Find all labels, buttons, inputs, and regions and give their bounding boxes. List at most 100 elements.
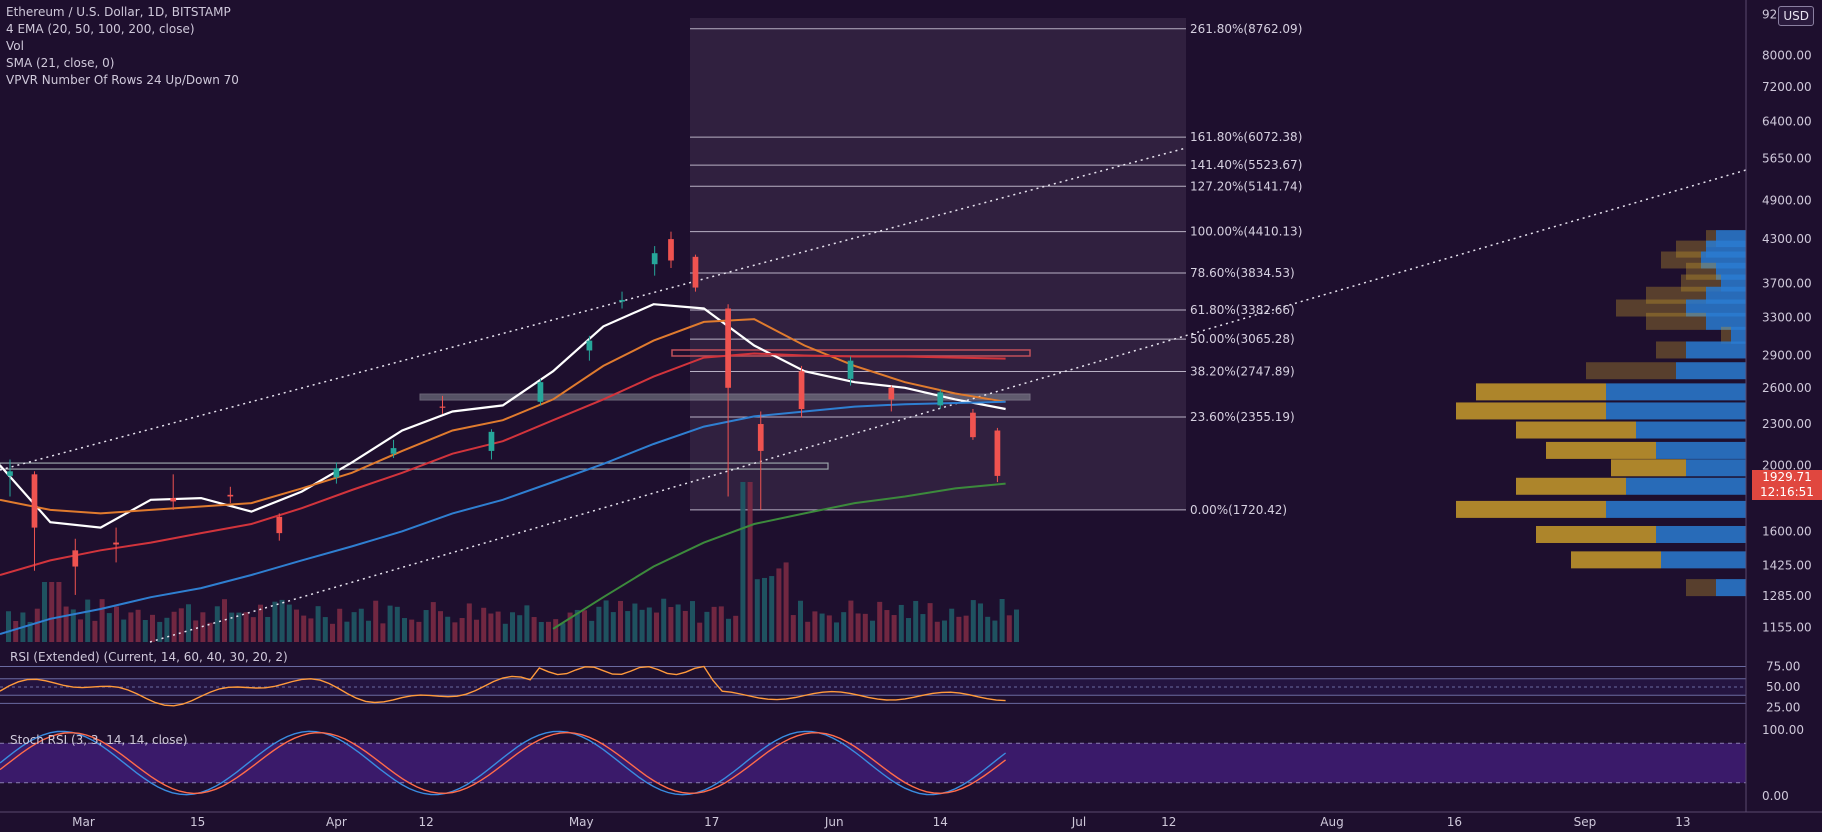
- vpvr-up-bar: [1716, 579, 1746, 597]
- volume-bar: [891, 615, 897, 642]
- vpvr-down-bar: [1456, 402, 1606, 420]
- vpvr-down-bar: [1706, 230, 1716, 248]
- volume-bar: [898, 604, 904, 642]
- time-tick: Aug: [1320, 815, 1343, 829]
- price-tick: 2900.00: [1762, 349, 1812, 363]
- volume-bar: [718, 606, 724, 642]
- volume-bar: [726, 618, 731, 642]
- time-tick: Jul: [1071, 815, 1086, 829]
- ema100-line: [0, 352, 1006, 576]
- volume-bar: [207, 622, 213, 642]
- vpvr-up-bar: [1626, 477, 1746, 495]
- stoch-d-line: [0, 731, 1007, 795]
- volume-bar: [884, 610, 890, 642]
- volume-bar: [229, 612, 235, 642]
- volume-bar: [63, 606, 69, 642]
- volume-bar: [567, 612, 573, 642]
- volume-bar: [99, 599, 105, 642]
- volume-bar: [603, 600, 609, 642]
- vpvr-up-bar: [1606, 383, 1746, 401]
- volume-bar: [394, 606, 400, 642]
- volume-bar: [805, 621, 811, 642]
- volume-bar: [740, 482, 746, 642]
- price-tick: 2600.00: [1762, 381, 1812, 395]
- volume-bar: [186, 604, 191, 642]
- volume-bar: [121, 619, 127, 642]
- volume-bar: [783, 562, 789, 642]
- fib-label: 100.00%(4410.13): [1190, 225, 1302, 239]
- legend-line-sma: SMA (21, close, 0): [6, 56, 115, 70]
- volume-bar: [790, 615, 796, 642]
- rsi-tick: 50.00: [1766, 680, 1800, 694]
- volume-bar: [589, 620, 595, 642]
- time-tick: 12: [419, 815, 434, 829]
- last-price-label: 1929.71: [1752, 470, 1822, 485]
- volume-bar: [517, 615, 523, 642]
- volume-bar: [812, 611, 818, 642]
- time-tick: Mar: [72, 815, 95, 829]
- volume-bar: [272, 601, 278, 642]
- volume-bar: [524, 605, 530, 642]
- price-tick: 4300.00: [1762, 232, 1812, 246]
- volume-bar: [992, 620, 998, 642]
- volume-bar: [258, 604, 263, 642]
- volume-bar: [114, 606, 119, 642]
- vpvr-up-bar: [1661, 551, 1746, 569]
- vpvr-down-bar: [1516, 421, 1636, 439]
- candle-body: [692, 256, 699, 288]
- volume-bar: [200, 612, 206, 642]
- volume-bar: [632, 603, 638, 642]
- volume-bar: [265, 616, 271, 642]
- volume-bar: [769, 576, 775, 642]
- rsi-label: RSI (Extended) (Current, 14, 60, 40, 30,…: [10, 650, 288, 664]
- candle-body: [276, 516, 283, 534]
- candle-body: [586, 340, 593, 351]
- candle-body: [113, 542, 119, 545]
- vpvr-up-bar: [1686, 341, 1746, 359]
- volume-bar: [438, 611, 443, 642]
- volume-bar: [546, 621, 551, 642]
- vpvr-up-bar: [1706, 312, 1746, 330]
- volume-bar: [330, 623, 335, 642]
- volume-bar: [553, 619, 559, 642]
- vpvr-down-bar: [1721, 326, 1731, 344]
- volume-bar: [452, 622, 458, 642]
- candle-body: [937, 392, 944, 406]
- currency-button[interactable]: USD: [1778, 6, 1814, 26]
- volume-bar: [970, 600, 976, 642]
- time-tick: 17: [704, 815, 719, 829]
- volume-bar: [128, 612, 134, 642]
- volume-bar: [574, 609, 580, 642]
- volume-bar: [481, 607, 487, 642]
- candle-body: [668, 239, 674, 261]
- time-tick: 14: [933, 815, 948, 829]
- vpvr-down-bar: [1686, 262, 1716, 280]
- vpvr-up-bar: [1656, 441, 1746, 459]
- volume-bar: [502, 623, 508, 642]
- price-tick: 7200.00: [1762, 80, 1812, 94]
- candle-body: [757, 424, 764, 451]
- vpvr-down-bar: [1656, 341, 1686, 359]
- candle-body: [227, 494, 234, 497]
- volume-bar: [466, 603, 472, 642]
- volume-bar: [6, 611, 11, 642]
- symbol-title: Ethereum / U.S. Dollar, 1D, BITSTAMP: [6, 5, 231, 19]
- ema50-line: [0, 318, 1006, 515]
- volume-bar: [697, 622, 703, 642]
- legend-line-ema: 4 EMA (20, 50, 100, 200, close): [6, 22, 195, 36]
- candle-body: [537, 382, 544, 402]
- price-tick: 3700.00: [1762, 277, 1812, 291]
- volume-bar: [135, 609, 141, 642]
- volume-bar: [668, 607, 674, 642]
- volume-bar: [322, 617, 328, 642]
- candle-body: [170, 498, 177, 502]
- volume-bar: [1006, 615, 1012, 642]
- volume-bar: [236, 612, 242, 642]
- volume-bar: [142, 620, 148, 642]
- fib-label: 261.80%(8762.09): [1190, 22, 1302, 36]
- volume-bar: [164, 617, 170, 642]
- vpvr-down-bar: [1646, 286, 1706, 304]
- volume-bar: [675, 604, 681, 642]
- volume-bar: [416, 621, 422, 642]
